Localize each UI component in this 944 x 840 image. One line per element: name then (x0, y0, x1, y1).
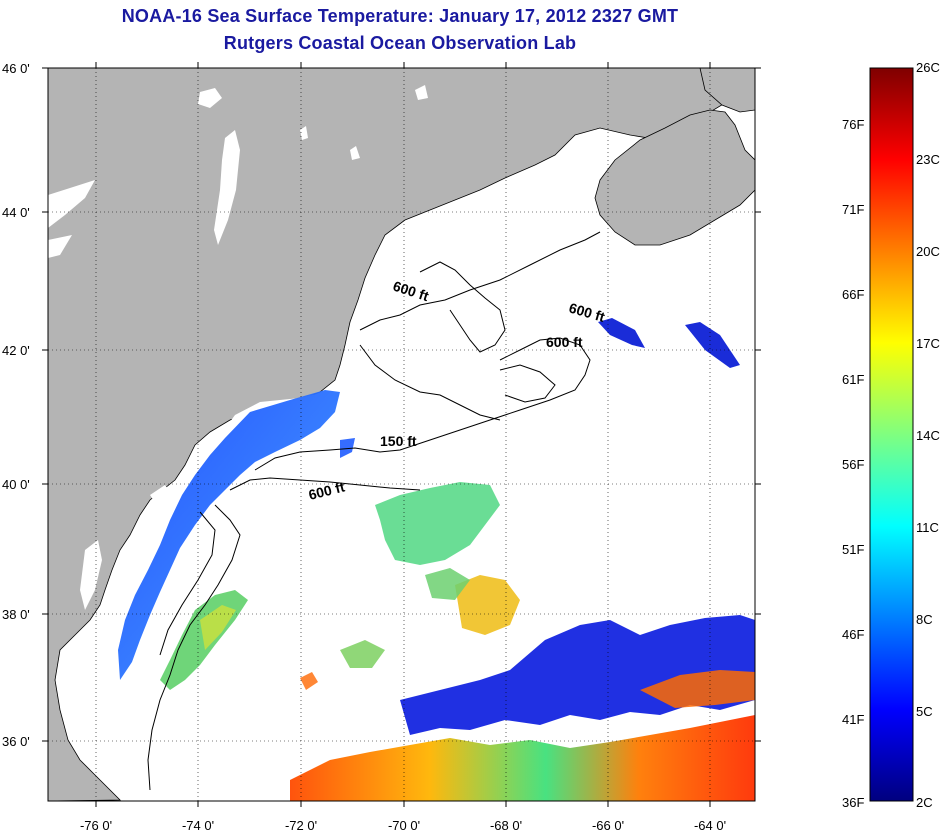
sst-shelf-blue-2 (340, 438, 355, 458)
colorbar-celsius-label: 2C (916, 795, 933, 810)
contour-label-150: 150 ft (380, 433, 417, 449)
land-nova-scotia (594, 109, 755, 246)
plot-frame (47, 67, 756, 802)
lat-label: 36 0' (2, 734, 30, 749)
colorbar-fahrenheit-label: 76F (842, 117, 865, 132)
colorbar-celsius-label: 26C (916, 60, 940, 75)
axis-ticks (42, 62, 761, 807)
sst-patch-small (300, 672, 318, 690)
colorbar-celsius-label: 17C (916, 336, 940, 351)
colorbar-fahrenheit-label: 66F (842, 287, 865, 302)
lon-label: -76 0' (80, 818, 112, 833)
lon-label: -66 0' (592, 818, 624, 833)
lat-label: 46 0' (2, 61, 30, 76)
sst-offshore-yellow (455, 575, 520, 635)
sst-blue-gom-patch (598, 318, 645, 348)
sst-blue-east-patch (685, 322, 740, 368)
lon-label: -64 0' (694, 818, 726, 833)
colorbar-celsius-label: 5C (916, 704, 933, 719)
contour-label-600: 600 ft (546, 334, 583, 350)
sst-slope-yellow (200, 605, 236, 650)
colorbar-celsius-label: 8C (916, 612, 933, 627)
colorbar-celsius-label: 23C (916, 152, 940, 167)
bathymetry-contours (147, 231, 601, 791)
sst-cold-shelf (118, 390, 340, 680)
land-cape-breton (699, 68, 755, 113)
sst-warm-gulfstream (290, 715, 755, 801)
colorbar (869, 67, 914, 802)
lon-label: -70 0' (388, 818, 420, 833)
colorbar-fahrenheit-label: 41F (842, 712, 865, 727)
colorbar-celsius-label: 20C (916, 244, 940, 259)
lat-label: 44 0' (2, 205, 30, 220)
colorbar-fahrenheit-label: 56F (842, 457, 865, 472)
colorbar-fahrenheit-label: 51F (842, 542, 865, 557)
colorbar-fahrenheit-label: 61F (842, 372, 865, 387)
sst-offshore-mid (425, 568, 470, 600)
lon-label: -68 0' (490, 818, 522, 833)
lon-label: -74 0' (182, 818, 214, 833)
lat-label: 38 0' (2, 607, 30, 622)
sst-patch-center (340, 640, 385, 668)
sst-offshore-north (375, 482, 500, 565)
lon-label: -72 0' (285, 818, 317, 833)
colorbar-fahrenheit-label: 36F (842, 795, 865, 810)
colorbar-fahrenheit-label: 46F (842, 627, 865, 642)
lat-label: 42 0' (2, 343, 30, 358)
colorbar-fahrenheit-label: 71F (842, 202, 865, 217)
colorbar-celsius-label: 11C (916, 520, 939, 535)
map-subtitle: Rutgers Coastal Ocean Observation Lab (223, 33, 577, 53)
colorbar-celsius-label: 14C (916, 428, 940, 443)
map-title: NOAA-16 Sea Surface Temperature: January… (121, 6, 679, 26)
sst-deep-blue-band (400, 615, 755, 735)
sst-warm-east (640, 670, 755, 708)
lat-label: 40 0' (2, 477, 30, 492)
